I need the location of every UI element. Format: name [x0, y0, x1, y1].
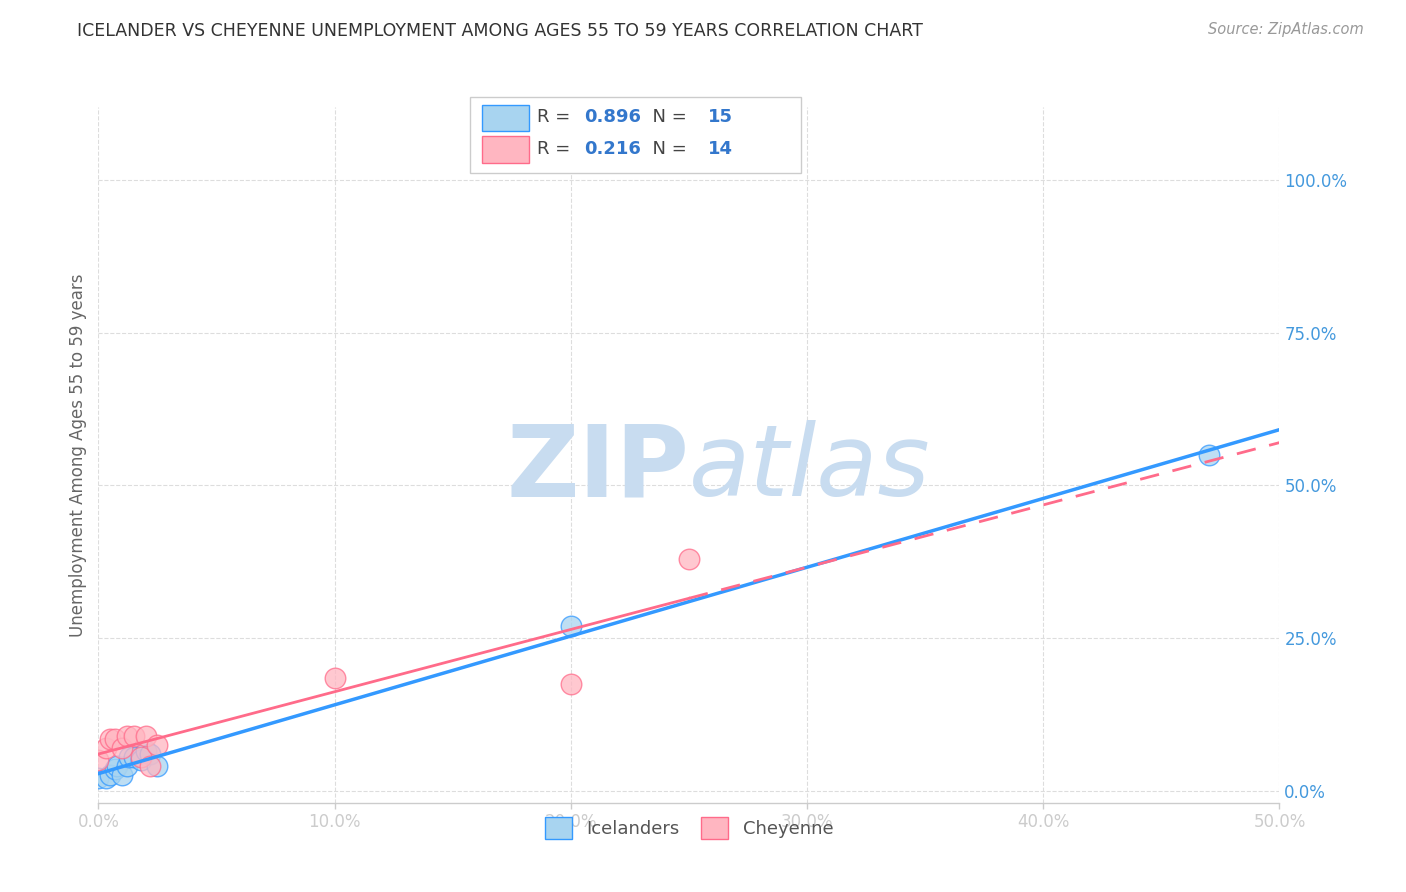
- Point: [98, 768, 121, 782]
- Point: [87, 772, 110, 786]
- FancyBboxPatch shape: [482, 136, 530, 162]
- Text: N =: N =: [641, 140, 692, 158]
- Text: R =: R =: [537, 140, 575, 158]
- Legend: Icelanders, Cheyenne: Icelanders, Cheyenne: [537, 809, 841, 846]
- Point: [87, 753, 110, 767]
- Point: [104, 762, 127, 776]
- Point: [111, 768, 134, 782]
- Point: [94, 740, 117, 755]
- Bar: [471, 96, 801, 173]
- Point: [111, 740, 134, 755]
- Point: [139, 747, 162, 761]
- Point: [122, 750, 145, 764]
- Point: [115, 729, 138, 743]
- Text: ZIP: ZIP: [506, 420, 689, 517]
- Text: atlas: atlas: [689, 420, 931, 517]
- Text: N =: N =: [641, 109, 692, 127]
- Text: 0.896: 0.896: [583, 109, 641, 127]
- Text: Source: ZipAtlas.com: Source: ZipAtlas.com: [1208, 22, 1364, 37]
- Point: [135, 744, 157, 758]
- Text: ICELANDER VS CHEYENNE UNEMPLOYMENT AMONG AGES 55 TO 59 YEARS CORRELATION CHART: ICELANDER VS CHEYENNE UNEMPLOYMENT AMONG…: [77, 22, 924, 40]
- Point: [129, 750, 152, 764]
- Text: R =: R =: [537, 109, 575, 127]
- Y-axis label: Unemployment Among Ages 55 to 59 years: Unemployment Among Ages 55 to 59 years: [69, 273, 87, 637]
- Point: [104, 731, 127, 746]
- FancyBboxPatch shape: [482, 105, 530, 131]
- Text: 14: 14: [707, 140, 733, 158]
- Text: 15: 15: [707, 109, 733, 127]
- Point: [135, 729, 157, 743]
- Point: [118, 750, 141, 764]
- Point: [122, 729, 145, 743]
- Point: [139, 759, 162, 773]
- Point: [105, 759, 128, 773]
- Point: [98, 731, 121, 746]
- Text: 0.216: 0.216: [583, 140, 641, 158]
- Point: [94, 772, 117, 786]
- Point: [129, 753, 152, 767]
- Point: [146, 759, 169, 773]
- Point: [560, 619, 582, 633]
- Point: [1198, 448, 1220, 462]
- Point: [115, 759, 138, 773]
- Point: [146, 738, 169, 752]
- Point: [323, 671, 346, 685]
- Point: [678, 551, 700, 566]
- Point: [560, 677, 582, 691]
